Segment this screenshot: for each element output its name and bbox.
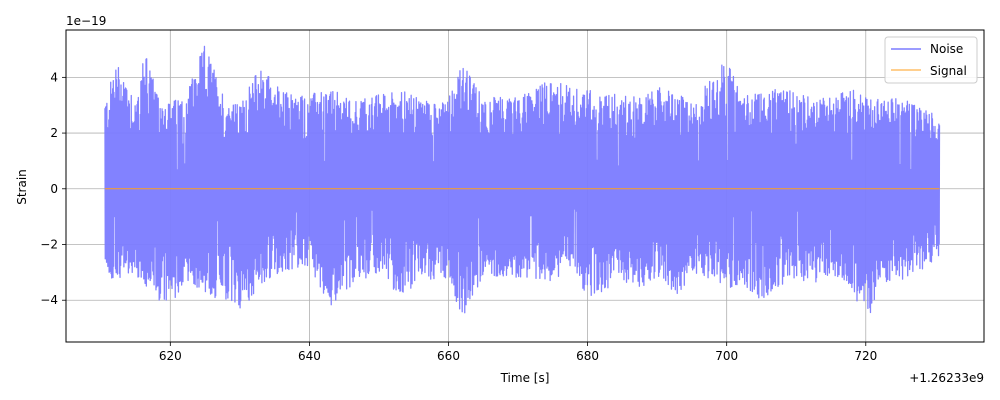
- legend-signal-label: Signal: [930, 64, 967, 78]
- y-ticks: −4 −2 0 2 4: [40, 70, 66, 307]
- y-axis-label: Strain: [15, 169, 29, 205]
- series-group: [104, 45, 941, 314]
- x-axis-label: Time [s]: [500, 371, 550, 385]
- y-tick-label: −4: [40, 293, 58, 307]
- x-tick-label: 620: [159, 349, 182, 363]
- x-tick-label: 720: [854, 349, 877, 363]
- legend-noise-label: Noise: [930, 42, 963, 56]
- y-tick-label: 0: [50, 182, 58, 196]
- x-ticks: 620 640 660 680 700 720: [159, 342, 877, 363]
- axes-frame: [65, 29, 985, 343]
- x-tick-label: 660: [437, 349, 460, 363]
- x-tick-label: 640: [298, 349, 321, 363]
- noise-series-line: [104, 45, 941, 314]
- y-scale-label: 1e−19: [66, 14, 106, 28]
- x-offset-label: +1.26233e9: [909, 371, 984, 385]
- x-tick-label: 680: [576, 349, 599, 363]
- y-tick-label: −2: [40, 238, 58, 252]
- y-tick-label: 4: [50, 70, 58, 84]
- y-tick-label: 2: [50, 126, 58, 140]
- legend: Noise Signal: [884, 36, 978, 84]
- x-tick-label: 700: [715, 349, 738, 363]
